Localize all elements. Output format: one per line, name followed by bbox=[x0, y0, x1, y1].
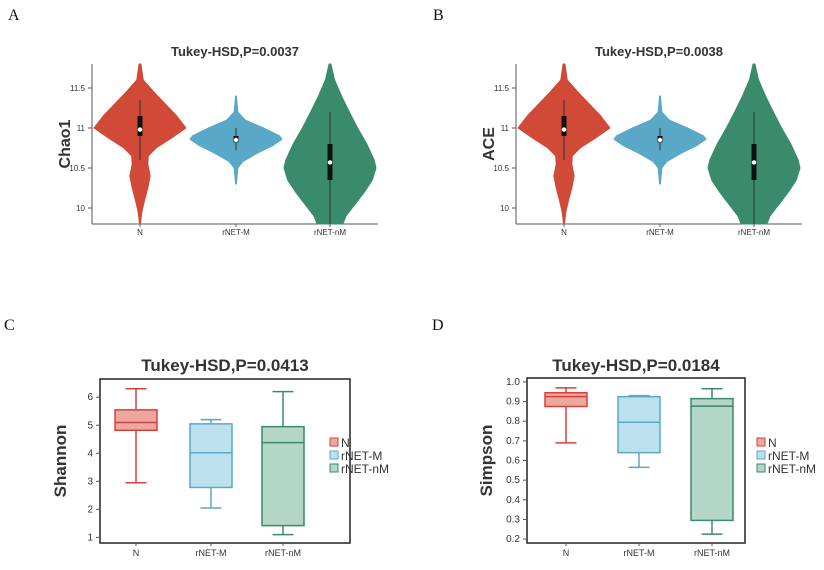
y-tick-label: 11.5 bbox=[70, 84, 86, 93]
y-tick-label: 0.6 bbox=[506, 456, 520, 467]
legend-swatch bbox=[756, 450, 766, 460]
x-tick-label: rNET-M bbox=[196, 548, 227, 558]
chart-title: Tukey-HSD,P=0.0037 bbox=[171, 44, 299, 59]
box-N bbox=[114, 409, 158, 432]
x-tick-label: rNET-M bbox=[624, 548, 655, 558]
y-tick-label: 0.2 bbox=[506, 534, 520, 545]
y-axis-label: ACE bbox=[481, 127, 498, 161]
chart-title: Tukey-HSD,P=0.0184 bbox=[552, 356, 720, 375]
x-tick-label: rNET-M bbox=[646, 228, 674, 237]
panel-D: D Tukey-HSD,P=0.0184 Simpson 0.2 0.3 0.4 0.5 0.… bbox=[432, 317, 816, 558]
y-tick-label: 6 bbox=[87, 392, 93, 403]
chart-title: Tukey-HSD,P=0.0038 bbox=[595, 44, 723, 59]
panel-B: B Tukey-HSD,P=0.0038 ACE 10 10.5 11 11.5 N rNET-… bbox=[433, 7, 802, 237]
legend-swatch bbox=[329, 463, 339, 473]
violin-median-point bbox=[137, 127, 143, 132]
y-tick-label: 0.3 bbox=[506, 514, 520, 525]
y-tick-label: 2 bbox=[87, 504, 93, 515]
panel-label: B bbox=[433, 7, 444, 24]
x-tick-label: rNET-M bbox=[222, 228, 250, 237]
y-tick-label: 10 bbox=[76, 204, 85, 213]
x-tick-label: rNET-nM bbox=[265, 548, 301, 558]
x-tick-label: rNET-nM bbox=[694, 548, 730, 558]
legend-swatch bbox=[329, 437, 339, 447]
y-tick-label: 1 bbox=[87, 532, 93, 543]
panel-A: A Tukey-HSD,P=0.0037 Chao1 10 10.5 11 11.5 N rNE… bbox=[8, 7, 378, 237]
violin-median-point bbox=[327, 160, 333, 165]
violin-median-point bbox=[751, 160, 757, 165]
legend-label: rNET-nM bbox=[768, 462, 816, 476]
legend-label: N bbox=[768, 436, 777, 450]
legend-swatch bbox=[329, 450, 339, 460]
x-tick-label: rNET-nM bbox=[738, 228, 770, 237]
violin-iqr-box bbox=[137, 116, 143, 136]
y-tick-label: 11.5 bbox=[494, 84, 510, 93]
y-tick-label: 0.4 bbox=[506, 495, 520, 506]
y-axis-label: Shannon bbox=[51, 425, 70, 498]
y-tick-label: 10 bbox=[500, 204, 509, 213]
legend-label: rNET-nM bbox=[341, 462, 389, 476]
y-axis-label: Chao1 bbox=[57, 119, 74, 168]
legend-swatch bbox=[756, 437, 766, 447]
y-tick-label: 5 bbox=[87, 420, 93, 431]
y-tick-label: 0.8 bbox=[506, 416, 520, 427]
x-tick-label: rNET-nM bbox=[314, 228, 346, 237]
box-rNET-nM bbox=[261, 425, 305, 527]
x-tick-label: N bbox=[561, 228, 567, 237]
box-N bbox=[544, 391, 588, 408]
y-tick-label: 0.9 bbox=[506, 397, 520, 408]
y-axis-label: Simpson bbox=[477, 425, 496, 497]
violin-median-point bbox=[657, 137, 663, 143]
legend-label: rNET-M bbox=[341, 449, 382, 463]
legend-swatch bbox=[756, 463, 766, 473]
panel-label: A bbox=[8, 7, 20, 24]
y-tick-label: 11 bbox=[501, 124, 510, 133]
y-tick-label: 11 bbox=[77, 124, 86, 133]
x-tick-label: N bbox=[133, 548, 140, 558]
y-tick-label: 10.5 bbox=[69, 164, 85, 173]
legend-label: N bbox=[341, 436, 350, 450]
panel-label: C bbox=[4, 317, 15, 334]
plot-frame bbox=[99, 378, 351, 544]
violin-median-point bbox=[233, 137, 239, 143]
box-rNET-nM bbox=[690, 397, 734, 522]
y-tick-label: 1.0 bbox=[506, 377, 520, 388]
box-rNET-M bbox=[189, 423, 233, 489]
y-tick-label: 0.7 bbox=[506, 436, 520, 447]
x-tick-label: N bbox=[563, 548, 570, 558]
y-tick-label: 0.5 bbox=[506, 475, 520, 486]
y-tick-label: 10.5 bbox=[493, 164, 509, 173]
panel-label: D bbox=[432, 317, 444, 334]
y-tick-label: 4 bbox=[87, 448, 93, 459]
chart-title: Tukey-HSD,P=0.0413 bbox=[141, 356, 308, 375]
violin-median-point bbox=[561, 127, 567, 132]
legend-label: rNET-M bbox=[768, 449, 809, 463]
box-rNET-M bbox=[617, 395, 661, 454]
y-tick-label: 3 bbox=[87, 476, 93, 487]
violin-iqr-box bbox=[561, 116, 567, 136]
x-tick-label: N bbox=[137, 228, 143, 237]
